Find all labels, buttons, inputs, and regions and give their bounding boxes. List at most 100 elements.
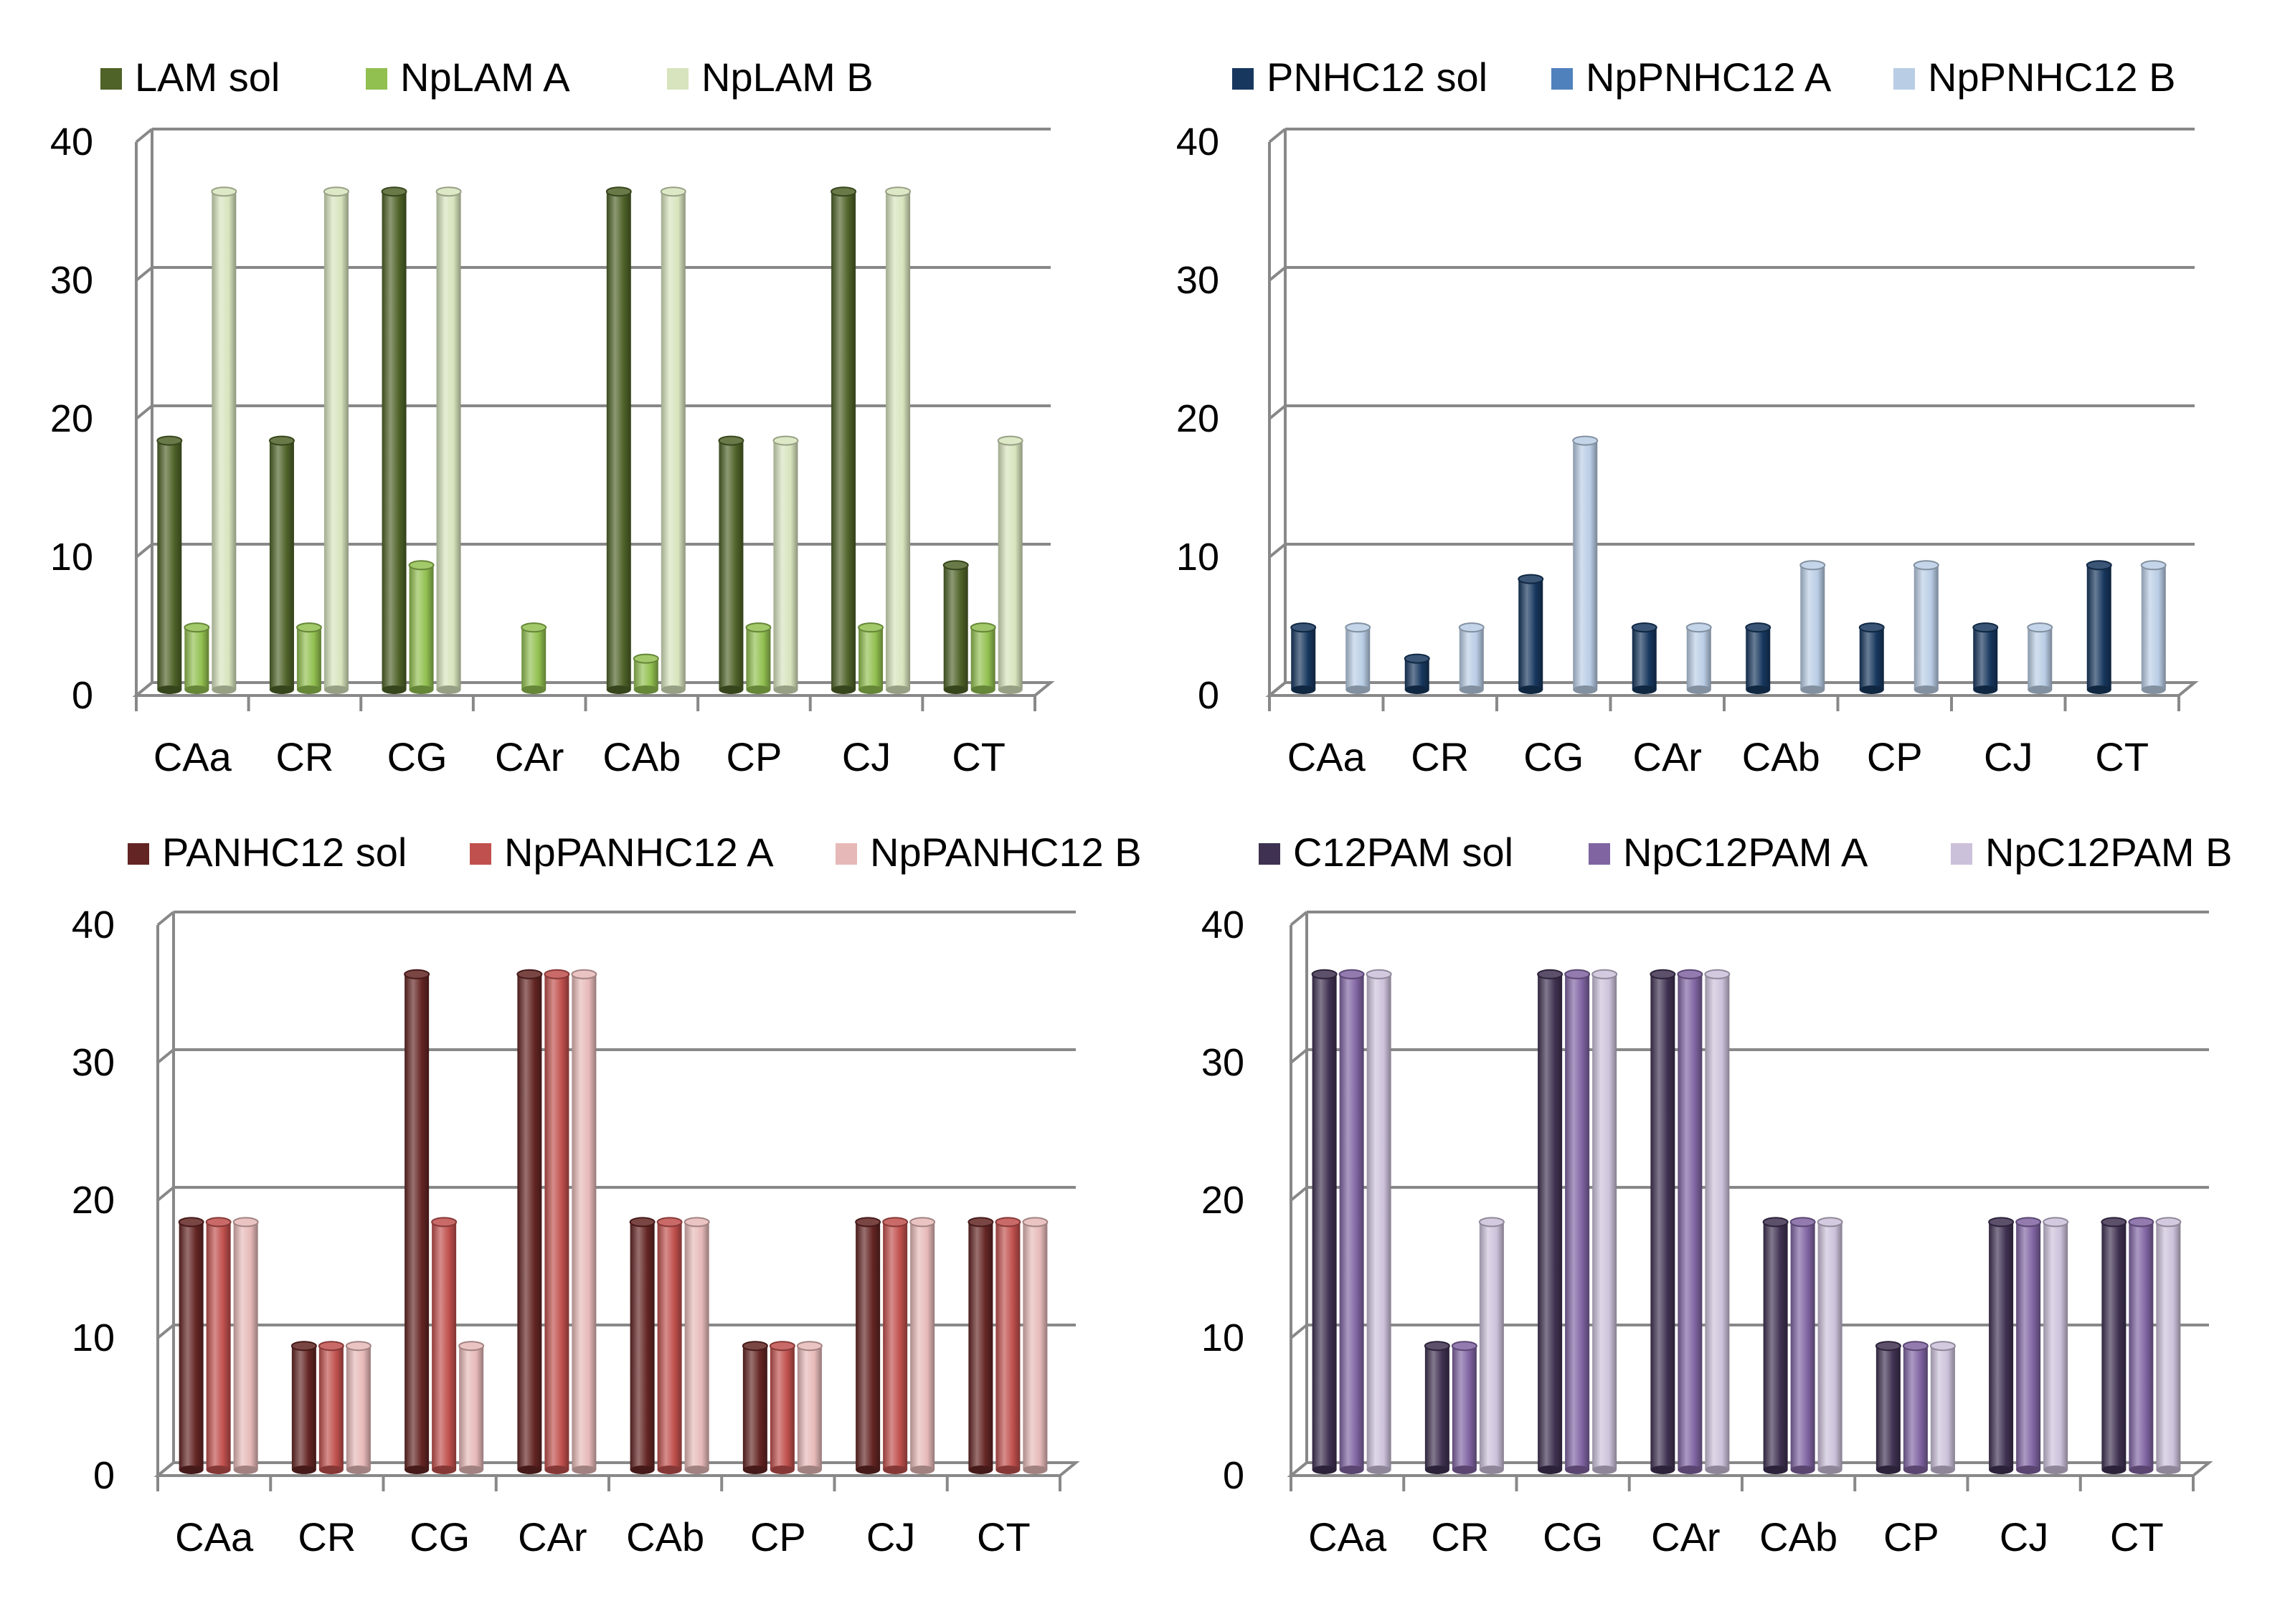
bar: [431, 1217, 458, 1474]
gridline-side: [156, 1048, 175, 1064]
gridline-side: [1290, 1324, 1308, 1339]
legend-swatch: [100, 68, 122, 90]
y-tick-label: 10: [50, 536, 93, 579]
bar: [1564, 969, 1591, 1474]
y-tick-label: 40: [72, 903, 115, 946]
x-category-label: CR: [298, 1514, 356, 1559]
floor: [1287, 1461, 2213, 1477]
bar: [742, 1341, 768, 1474]
x-category-label: CJ: [1984, 734, 2033, 779]
bar: [858, 622, 884, 694]
x-category-label: CJ: [842, 734, 891, 779]
legend-swatch: [1951, 843, 1972, 865]
x-category-label: CAa: [175, 1514, 254, 1559]
y-tick-label: 0: [1198, 674, 1219, 717]
legend-swatch: [1589, 843, 1610, 865]
bar: [1311, 969, 1338, 1474]
chart-panel-2: PNHC12 sol NpPNHC12 A NpPNHC12 B 0 10 20 30 40 C…: [1176, 54, 2199, 779]
gridline-side: [135, 128, 153, 143]
bar: [796, 1341, 823, 1474]
legend-swatch: [1551, 68, 1573, 90]
bar: [458, 1341, 485, 1474]
bar: [942, 560, 969, 694]
bar: [2140, 560, 2167, 694]
x-category-label: CT: [952, 734, 1006, 779]
bar: [831, 186, 857, 694]
gridline-side: [1290, 1048, 1308, 1064]
gridline-side: [1290, 1186, 1308, 1202]
y-tick-label: 0: [72, 674, 93, 717]
bar: [1902, 1341, 1929, 1474]
x-category-label: CG: [387, 734, 448, 779]
x-category-label: CR: [1431, 1514, 1489, 1559]
legend-label: NpPANHC12 B: [870, 830, 1142, 875]
bar: [295, 622, 322, 694]
bar: [1789, 1217, 1816, 1474]
x-category-label: CT: [977, 1514, 1031, 1559]
bar: [660, 186, 686, 694]
bar: [521, 622, 547, 694]
x-category-label: CT: [2095, 734, 2149, 779]
bar: [1290, 622, 1317, 694]
legend-label: NpPNHC12 B: [1928, 54, 2175, 100]
bar: [1972, 622, 1999, 694]
bar: [718, 435, 744, 694]
bar: [1650, 969, 1676, 1474]
x-category-label: CAa: [1308, 1514, 1387, 1559]
bar: [1451, 1341, 1477, 1474]
bar: [855, 1217, 881, 1474]
y-tick-label: 0: [93, 1454, 115, 1497]
x-category-label: CG: [1523, 734, 1584, 779]
bar: [408, 560, 435, 694]
y-tick-label: 10: [1201, 1316, 1244, 1359]
legend-label: C12PAM sol: [1293, 830, 1513, 875]
bar: [435, 186, 462, 694]
x-category-label: CG: [1543, 1514, 1603, 1559]
chart-panel-1: LAM sol NpLAM A NpLAM B 0 10 20 30 40 CAa CR CG CAr…: [50, 54, 1055, 779]
bar: [268, 435, 295, 694]
gridline-side: [1268, 404, 1287, 420]
bar: [178, 1217, 204, 1474]
bar: [205, 1217, 232, 1474]
bar: [156, 435, 183, 694]
bar: [2128, 1217, 2154, 1474]
legend-swatch: [667, 68, 689, 90]
bar: [1858, 622, 1885, 694]
y-tick-label: 40: [1176, 120, 1219, 163]
x-category-label: CAr: [495, 734, 564, 779]
bar: [2086, 560, 2112, 694]
bar: [2015, 1217, 2042, 1474]
bar: [211, 186, 237, 694]
bar: [745, 622, 772, 694]
gridline-side: [156, 1186, 175, 1202]
bar: [544, 969, 570, 1474]
x-category-label: CG: [410, 1514, 470, 1559]
bar: [1345, 622, 1371, 694]
bar: [1631, 622, 1657, 694]
chart-panel-3: PANHC12 sol NpPANHC12 A NpPANHC12 B 0 10 20 30…: [72, 830, 1142, 1559]
bar: [381, 186, 407, 694]
legend-label: NpPANHC12 A: [504, 830, 774, 875]
bar: [1338, 969, 1365, 1474]
y-tick-label: 20: [72, 1179, 115, 1222]
gridline-side: [1268, 128, 1287, 143]
y-tick-label: 30: [72, 1041, 115, 1084]
bar: [1591, 969, 1618, 1474]
legend-label: PNHC12 sol: [1267, 54, 1487, 100]
bar: [404, 969, 430, 1474]
chart-panel-4: C12PAM sol NpC12PAM A NpC12PAM B 0 10 20 30 40 C…: [1201, 830, 2233, 1559]
y-tick-label: 20: [1176, 397, 1219, 440]
gridline-side: [135, 404, 153, 420]
x-category-label: CR: [275, 734, 333, 779]
bar: [2101, 1217, 2127, 1474]
gridline-side: [135, 543, 153, 559]
x-category-label: CAb: [1742, 734, 1820, 779]
bar: [1677, 969, 1703, 1474]
x-category-label: CP: [1867, 734, 1923, 779]
legend-swatch: [470, 843, 491, 865]
x-category-label: CAa: [153, 734, 232, 779]
y-tick-label: 20: [1201, 1179, 1244, 1222]
x-category-label: CJ: [866, 1514, 915, 1559]
bar: [909, 1217, 936, 1474]
bar: [1929, 1341, 1956, 1474]
